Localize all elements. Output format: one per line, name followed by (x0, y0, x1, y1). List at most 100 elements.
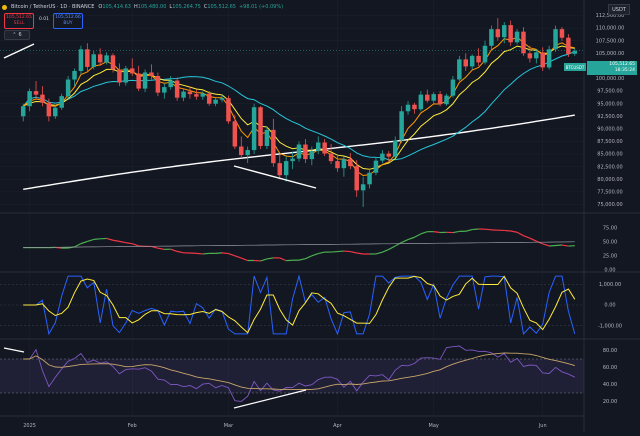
candle-body (278, 163, 282, 175)
price-tick-label: 107,500.00 (596, 38, 625, 44)
candle-body (207, 94, 211, 104)
candle-body (528, 53, 532, 58)
candle-body (547, 49, 551, 67)
candle-body (226, 98, 230, 121)
price-tick-label: 80,000.00 (597, 177, 622, 183)
candle-body (271, 130, 275, 163)
currency-button[interactable]: USDT (608, 4, 630, 15)
candle-body (502, 25, 506, 37)
candle-body (406, 105, 410, 112)
osc1-segment (75, 244, 81, 247)
candles-group (21, 18, 577, 207)
osc1-tick-label: 0.00 (604, 268, 615, 274)
candle-body (399, 111, 403, 140)
candle-body (444, 96, 448, 105)
candle-body (290, 159, 294, 162)
osc1-segment (196, 253, 202, 254)
candle-body (233, 121, 237, 146)
osc1-segment (81, 241, 87, 243)
candle-body (104, 55, 108, 62)
candle-body (265, 130, 269, 146)
osc1-segment (402, 240, 408, 243)
osc1-segment (408, 237, 414, 239)
candle-body (143, 72, 147, 88)
btc-icon (2, 5, 7, 10)
candle-body (201, 94, 205, 97)
candle-body (508, 25, 512, 42)
osc1-segment (414, 234, 420, 237)
ohlc-values: O105,414.63 H105,480.00 L105,264.75 C105… (98, 4, 283, 10)
time-tick-label: Jun (538, 423, 547, 429)
candle-body (540, 52, 544, 67)
candle-body (40, 95, 44, 103)
candle-body (136, 73, 140, 88)
osc1-segment (523, 236, 529, 239)
candle-body (175, 81, 179, 98)
candle-body (534, 52, 538, 58)
sell-button[interactable]: 105,512.65 SELL (4, 13, 34, 29)
osc3-tick-label: 60.00 (603, 365, 617, 371)
candle-body (194, 94, 198, 97)
osc1-segment (357, 253, 363, 254)
candle-body (130, 68, 134, 73)
price-tick-label: 75,000.00 (597, 202, 622, 208)
osc2-tick-label: 1,000.00 (599, 282, 621, 288)
candle-body (464, 59, 468, 66)
candle-body (284, 161, 288, 175)
candle-body (98, 54, 102, 62)
candle-body (515, 32, 519, 43)
buy-button[interactable]: 105,512.66 BUY (53, 13, 83, 29)
osc3-tick-label: 20.00 (603, 399, 617, 405)
candle-body (245, 150, 249, 155)
last-price-label: 105,512.65 18:35:24 (587, 61, 637, 75)
bar-countdown: 18:35:24 (615, 68, 635, 74)
candle-body (380, 154, 384, 161)
osc1-segment (376, 252, 382, 254)
osc1-segment (305, 256, 311, 259)
candle-body (220, 98, 224, 100)
time-tick-label: Mar (224, 423, 234, 429)
candle-body (316, 142, 320, 151)
osc1-segment (177, 251, 183, 252)
candle-body (553, 29, 557, 49)
osc1-tick-label: 50.00 (603, 240, 617, 246)
osc1-segment (235, 256, 241, 258)
osc1-segment (543, 244, 549, 246)
osc1-segment (126, 243, 132, 244)
candle-body (431, 94, 435, 101)
candle-body (489, 29, 493, 46)
candle-body (354, 166, 358, 190)
symbol-title[interactable]: Bitcoin / TetherUS · 1D · BINANCE (11, 4, 94, 10)
candle-body (329, 154, 333, 162)
price-tick-label: 90,000.00 (597, 126, 622, 132)
candle-body (258, 107, 262, 146)
candle-body (111, 55, 115, 69)
osc1-segment (171, 249, 177, 251)
osc1-segment (119, 241, 125, 242)
candle-body (438, 94, 442, 104)
sell-label: SELL (14, 21, 25, 27)
time-tick-label: Apr (333, 423, 343, 429)
osc1-segment (216, 253, 222, 254)
osc1-segment (562, 245, 568, 246)
candle-body (322, 142, 326, 153)
symbol-header: Bitcoin / TetherUS · 1D · BINANCE O105,4… (2, 2, 283, 12)
osc1-segment (511, 231, 517, 232)
osc1-segment (222, 253, 228, 254)
price-tick-label: 85,000.00 (597, 152, 622, 158)
price-tick-label: 92,500.00 (597, 114, 622, 120)
symbol-price-tag: BTCUSDT (564, 63, 586, 71)
osc2-tick-label: 0.00 (604, 303, 615, 309)
osc3-tick-label: 40.00 (603, 382, 617, 388)
ohlc-low: L105,264.75 (169, 4, 200, 10)
candle-body (117, 69, 121, 82)
price-tick-label: 110,000.00 (596, 26, 625, 32)
ohlc-open: O105,414.63 (98, 4, 131, 10)
candle-body (496, 29, 500, 37)
candle-body (239, 147, 243, 156)
osc1-segment (453, 231, 459, 232)
osc1-segment (434, 232, 440, 233)
indicator-toggle-button[interactable]: ⌃ 6 (4, 30, 30, 40)
